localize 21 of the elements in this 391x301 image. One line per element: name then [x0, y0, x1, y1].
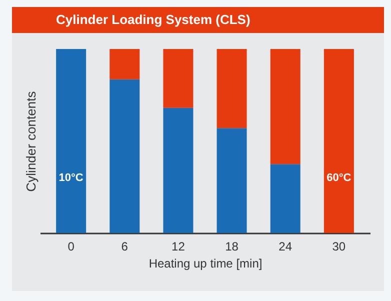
x-tick-label: 30	[332, 240, 346, 254]
bar	[324, 49, 354, 233]
annotation: 10°C	[58, 172, 84, 184]
bar	[216, 49, 247, 128]
bar	[270, 49, 300, 164]
x-axis-title: Heating up time [min]	[148, 256, 262, 270]
bar	[110, 49, 140, 80]
bar	[163, 49, 194, 108]
bar	[270, 164, 300, 233]
x-tick-label: 6	[121, 240, 128, 254]
x-tick-label: 24	[278, 240, 292, 254]
x-tick-label: 12	[172, 240, 186, 254]
x-tick-label: 0	[68, 240, 75, 254]
bar	[110, 79, 140, 233]
bar	[163, 108, 194, 233]
y-axis-title: Cylinder contents	[24, 90, 38, 192]
chart-title: Cylinder Loading System (CLS)	[12, 7, 384, 33]
x-tick-label: 18	[225, 240, 239, 254]
bar	[56, 49, 86, 233]
bar	[216, 128, 247, 233]
annotation: 60°C	[326, 172, 352, 184]
